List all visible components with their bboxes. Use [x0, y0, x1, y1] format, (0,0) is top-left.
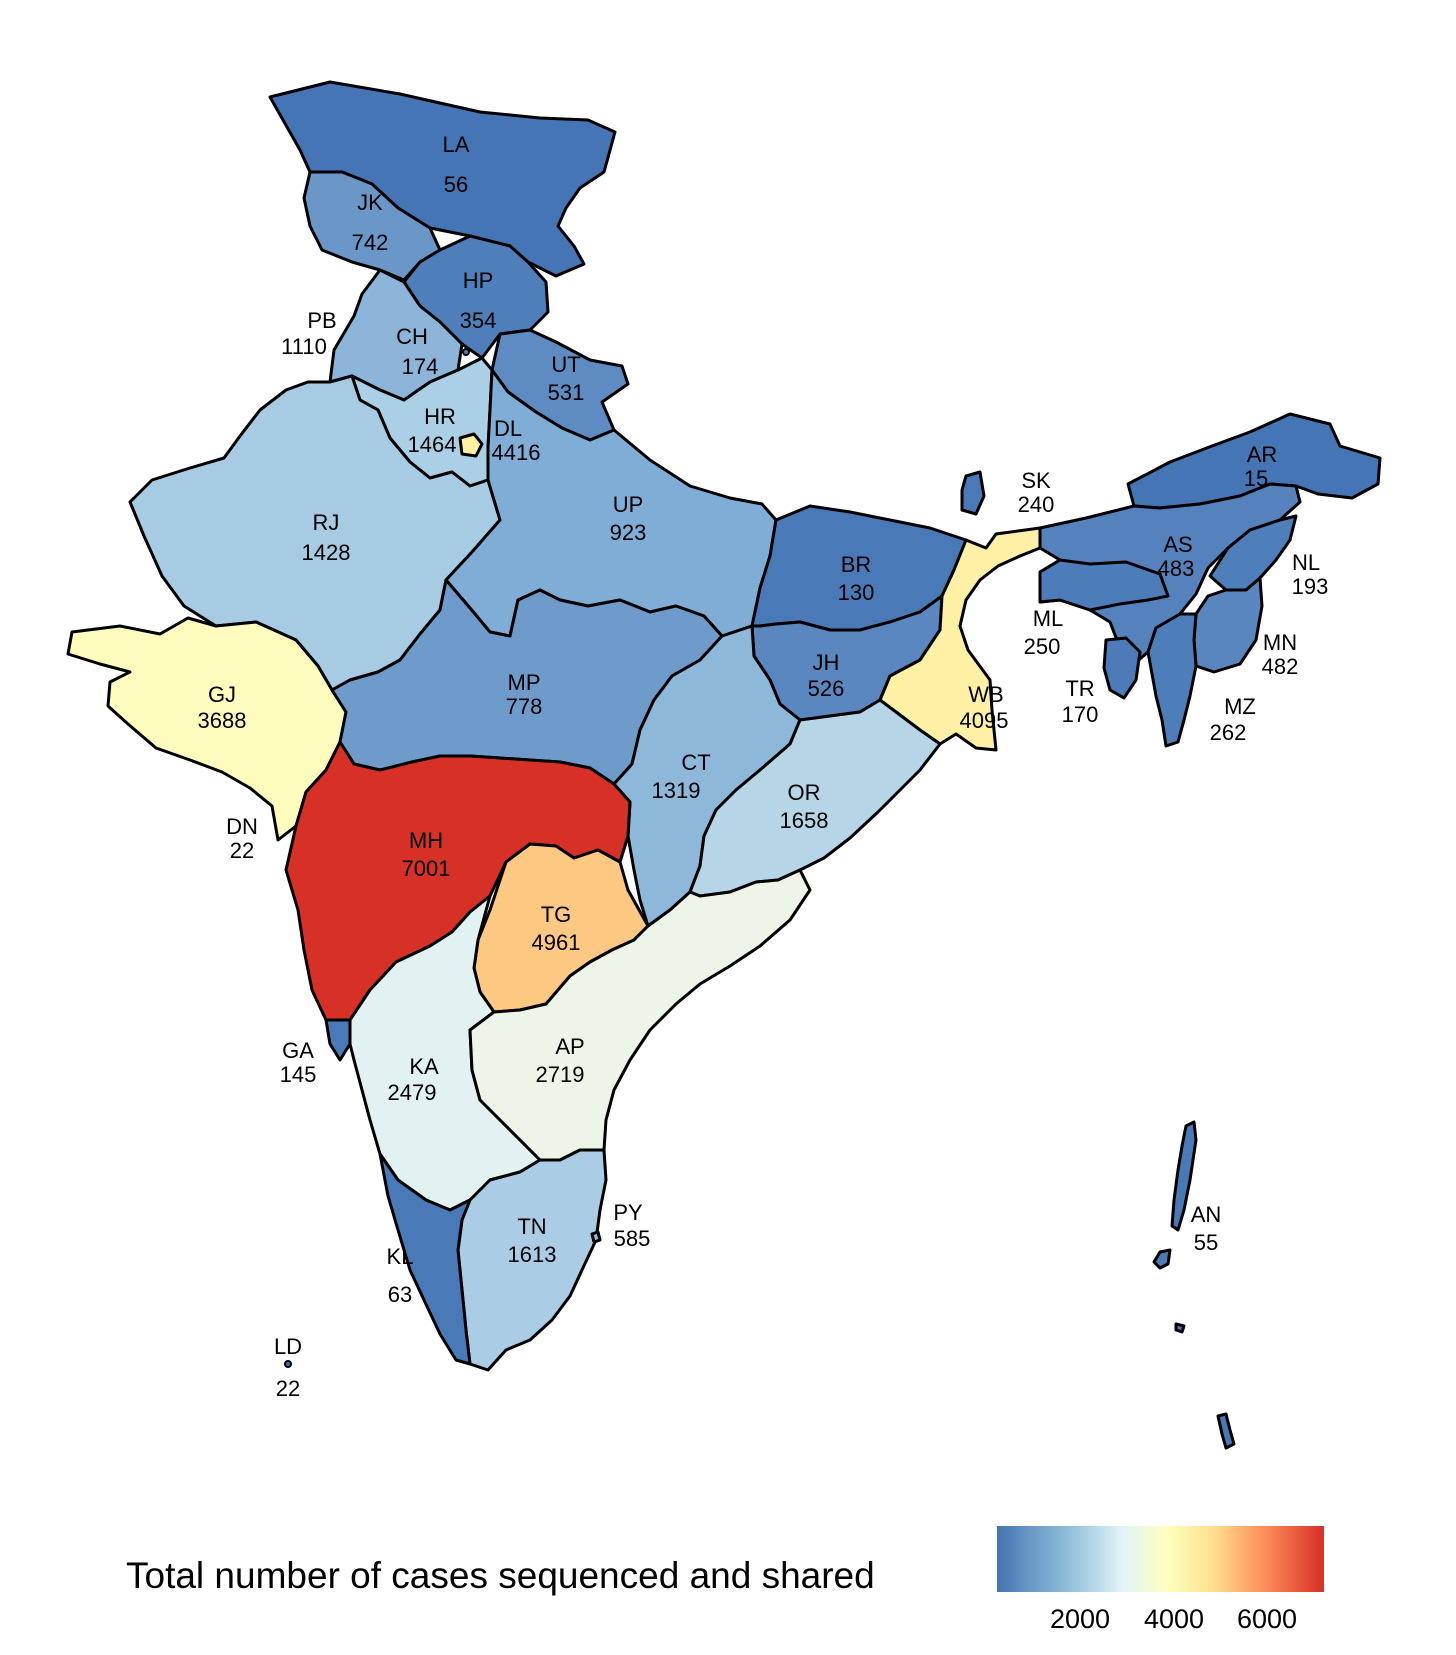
- region-WB[interactable]: [878, 526, 1042, 752]
- region-ML[interactable]: [1038, 558, 1170, 612]
- legend-tick-label: 6000: [1236, 1604, 1298, 1634]
- label-RJ-code: RJ: [313, 510, 340, 535]
- label-HR-code: HR: [424, 404, 456, 429]
- label-TG-code: TG: [541, 902, 572, 927]
- label-DL-value: 4416: [492, 440, 541, 465]
- label-GA-code: GA: [282, 1038, 314, 1063]
- label-KL-code: KL: [387, 1244, 414, 1269]
- label-PY-value: 585: [614, 1226, 651, 1251]
- label-CH-value: 174: [402, 354, 439, 379]
- label-LD-code: LD: [274, 1334, 302, 1359]
- label-MN-value: 482: [1262, 654, 1299, 679]
- legend-tick-label: 4000: [1143, 1604, 1205, 1634]
- label-GJ-value: 3688: [198, 708, 247, 733]
- label-ML-value: 250: [1024, 634, 1061, 659]
- region-KL[interactable]: [378, 1152, 472, 1366]
- label-AP-code: AP: [555, 1034, 584, 1059]
- region-SK[interactable]: [960, 470, 986, 516]
- label-CT-code: CT: [681, 750, 710, 775]
- label-AR-value: 15: [1244, 466, 1268, 491]
- label-HR-value: 1464: [408, 432, 457, 457]
- legend-tick-mark: [1266, 1592, 1268, 1602]
- label-UT-code: UT: [551, 352, 580, 377]
- label-UT-value: 531: [548, 380, 585, 405]
- label-SK-value: 240: [1018, 492, 1055, 517]
- legend-tick-mark: [1079, 1592, 1081, 1602]
- label-DN-code: DN: [226, 814, 258, 839]
- label-JK-code: JK: [357, 190, 383, 215]
- region-CH-marker[interactable]: [462, 348, 470, 356]
- legend-title: Total number of cases sequenced and shar…: [126, 1555, 875, 1596]
- region-AP[interactable]: [468, 868, 812, 1162]
- label-AN-code: AN: [1191, 1202, 1222, 1227]
- label-AR-code: AR: [1247, 442, 1278, 467]
- label-LA-value: 56: [444, 172, 468, 197]
- label-GA-value: 145: [280, 1062, 317, 1087]
- label-TG-value: 4961: [532, 930, 581, 955]
- label-MZ-code: MZ: [1224, 694, 1256, 719]
- label-DN-value: 22: [230, 838, 254, 863]
- label-KA-value: 2479: [388, 1080, 437, 1105]
- india-choropleth-map: LA 56 JK 742 HP 354 PB 1110 CH 174 UT 53…: [66, 80, 1382, 1450]
- region-AN[interactable]: [1152, 1120, 1236, 1450]
- label-JK-value: 742: [352, 230, 389, 255]
- label-JH-value: 526: [808, 676, 845, 701]
- label-CT-value: 1319: [652, 778, 701, 803]
- label-KA-code: KA: [409, 1054, 439, 1079]
- label-PY-code: PY: [613, 1200, 643, 1225]
- label-DL-code: DL: [494, 416, 522, 441]
- label-LD-value: 22: [276, 1376, 300, 1401]
- label-GJ-code: GJ: [208, 682, 236, 707]
- label-HP-code: HP: [463, 268, 494, 293]
- label-MZ-value: 262: [1210, 720, 1247, 745]
- label-WB-code: WB: [968, 682, 1003, 707]
- label-PB-value: 1110: [281, 334, 327, 359]
- label-AS-value: 483: [1158, 556, 1195, 581]
- label-HP-value: 354: [460, 308, 497, 333]
- legend-tick-mark: [1173, 1592, 1175, 1602]
- label-ML-code: ML: [1033, 606, 1064, 631]
- label-RJ-value: 1428: [302, 540, 351, 565]
- region-DL[interactable]: [458, 432, 484, 458]
- label-SK-code: SK: [1021, 468, 1051, 493]
- label-AS-code: AS: [1163, 532, 1192, 557]
- label-OR-code: OR: [788, 780, 821, 805]
- label-OR-value: 1658: [780, 808, 829, 833]
- label-BR-value: 130: [838, 580, 875, 605]
- label-CH-code: CH: [396, 324, 428, 349]
- label-UP-value: 923: [610, 520, 647, 545]
- label-LA-code: LA: [443, 132, 470, 157]
- label-NL-code: NL: [1292, 550, 1320, 575]
- label-PB-code: PB: [307, 308, 336, 333]
- label-WB-value: 4095: [960, 708, 1009, 733]
- legend-tick-label: 2000: [1049, 1604, 1111, 1634]
- region-TR[interactable]: [1102, 636, 1142, 700]
- label-MN-code: MN: [1263, 630, 1297, 655]
- region-labels: LA 56 JK 742 HP 354 PB 1110 CH 174 UT 53…: [198, 132, 1329, 1401]
- label-TR-code: TR: [1065, 676, 1094, 701]
- label-MH-value: 7001: [402, 856, 451, 881]
- legend-color-bar: [997, 1526, 1324, 1592]
- label-TN-code: TN: [517, 1214, 546, 1239]
- label-KL-value: 63: [388, 1282, 412, 1307]
- label-JH-code: JH: [813, 650, 840, 675]
- region-GA[interactable]: [324, 1018, 352, 1062]
- region-MZ[interactable]: [1146, 612, 1198, 748]
- label-AP-value: 2719: [536, 1062, 585, 1087]
- label-NL-value: 193: [1292, 574, 1329, 599]
- label-TR-value: 170: [1062, 702, 1099, 727]
- label-MP-code: MP: [508, 670, 541, 695]
- label-MP-value: 778: [506, 694, 543, 719]
- region-PY[interactable]: [590, 1230, 602, 1244]
- label-AN-value: 55: [1194, 1230, 1218, 1255]
- label-UP-code: UP: [613, 492, 644, 517]
- region-MN[interactable]: [1192, 576, 1264, 674]
- region-LD-marker[interactable]: [284, 1360, 292, 1368]
- label-TN-value: 1613: [508, 1242, 557, 1267]
- label-BR-code: BR: [841, 552, 872, 577]
- region-UP[interactable]: [444, 368, 778, 638]
- label-MH-code: MH: [409, 828, 443, 853]
